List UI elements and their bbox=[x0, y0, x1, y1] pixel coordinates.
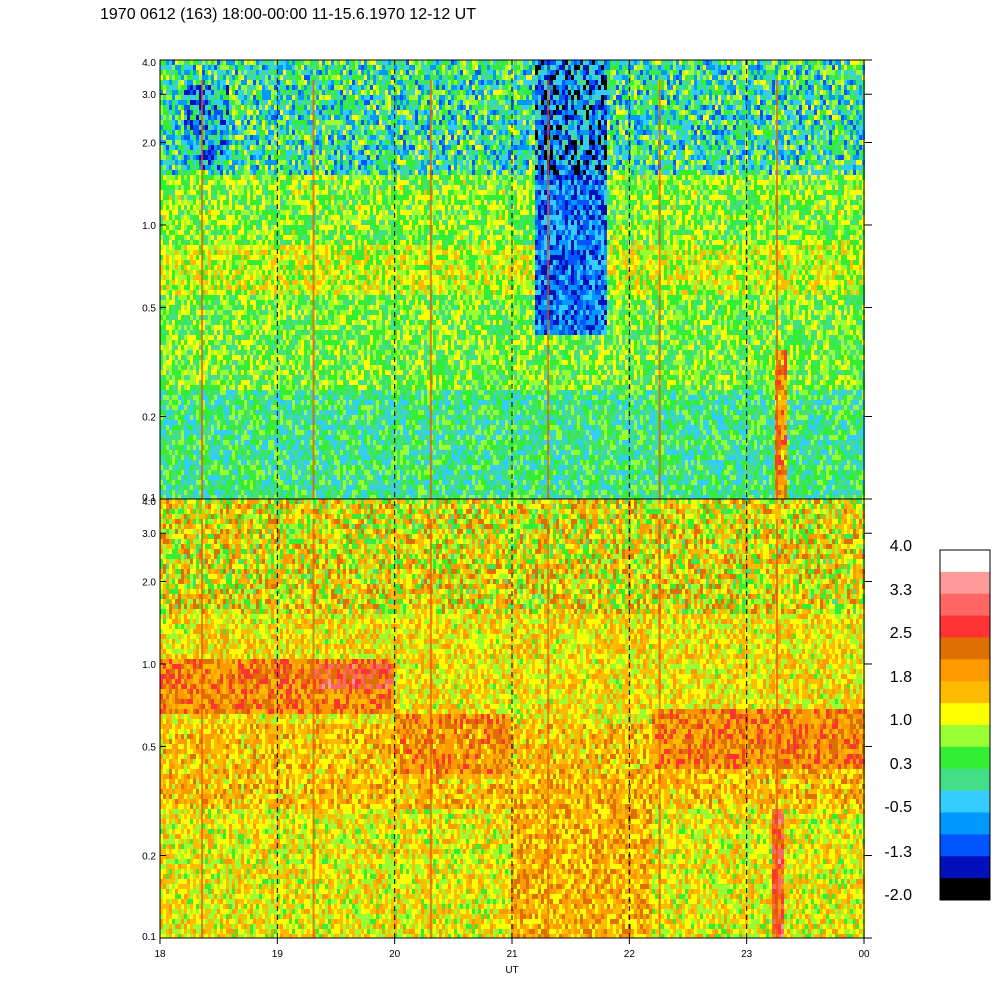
colorbar-label: 2.5 bbox=[890, 625, 912, 642]
colorbar-label: 4.0 bbox=[890, 538, 912, 555]
y-tick-label: 3.0 bbox=[142, 90, 156, 101]
colorbar-label: -0.5 bbox=[884, 799, 912, 816]
colorbar-swatch bbox=[940, 856, 990, 879]
spike-line bbox=[776, 519, 778, 938]
colorbar-frame bbox=[939, 549, 991, 901]
colorbar-swatch bbox=[940, 768, 990, 792]
y-tick-label: 0.5 bbox=[142, 742, 156, 753]
lower-panel bbox=[160, 499, 865, 938]
y-tick-label: 3.0 bbox=[142, 529, 156, 540]
colorbar-swatch bbox=[940, 703, 990, 726]
dashed-hour-lines bbox=[276, 60, 748, 938]
colorbar-swatch bbox=[940, 878, 990, 901]
y-tick-label: 4.0 bbox=[142, 58, 156, 69]
x-tick-label: 19 bbox=[272, 949, 284, 960]
spike-line bbox=[312, 80, 315, 499]
colorbar-swatch bbox=[940, 659, 990, 682]
colorbar-swatch bbox=[940, 725, 990, 748]
x-tick-label: 00 bbox=[858, 949, 870, 960]
y-tick-label: 1.0 bbox=[142, 221, 156, 232]
colorbar-swatch bbox=[940, 550, 990, 573]
x-tick-label: 18 bbox=[154, 949, 166, 960]
spike-line bbox=[201, 80, 204, 499]
spike-line bbox=[658, 519, 661, 938]
spike-line bbox=[547, 80, 550, 499]
spike-line bbox=[312, 519, 315, 938]
colorbar-swatch bbox=[940, 790, 990, 813]
colorbar-swatch bbox=[940, 637, 990, 660]
colorbar-label: 0.3 bbox=[890, 756, 912, 773]
spike-line bbox=[547, 519, 550, 938]
colorbar-swatch bbox=[940, 571, 990, 595]
colorbar-label: -1.3 bbox=[884, 844, 912, 861]
upper-panel bbox=[160, 60, 865, 499]
colorbar-swatch bbox=[940, 615, 990, 638]
colorbar-label: -2.0 bbox=[884, 887, 912, 904]
page-title: 1970 0612 (163) 18:00-00:00 11-15.6.1970… bbox=[100, 6, 476, 24]
spike-line bbox=[201, 519, 204, 938]
colorbar-label: 1.0 bbox=[890, 712, 912, 729]
x-tick-label: 23 bbox=[741, 949, 753, 960]
colorbar-swatch bbox=[940, 593, 990, 617]
x-axis-label: UT bbox=[505, 965, 518, 976]
colorbar-swatch bbox=[940, 681, 990, 704]
y-tick-label: 1.0 bbox=[142, 660, 156, 671]
spike-line bbox=[658, 80, 661, 499]
y-tick-label: 2.0 bbox=[142, 577, 156, 588]
y-tick-label: 0.2 bbox=[142, 852, 156, 863]
y-axis-ticks: 4.03.02.01.00.50.20.14.03.02.01.00.50.20… bbox=[142, 58, 872, 943]
colorbar-label: 1.8 bbox=[890, 669, 912, 686]
x-tick-label: 22 bbox=[624, 949, 636, 960]
colorbar-swatch bbox=[940, 834, 990, 857]
y-tick-label: 2.0 bbox=[142, 138, 156, 149]
colorbar-label: 3.3 bbox=[890, 582, 912, 599]
colorbar-swatch bbox=[940, 746, 990, 770]
spike-line bbox=[776, 80, 778, 499]
spike-line bbox=[429, 519, 432, 938]
colorbar-swatch bbox=[940, 812, 990, 835]
colorbar: 4.0 3.3 2.5 1.8 1.0 0.3 -0.5 -1.3 -2.0 bbox=[884, 538, 991, 904]
x-axis-ticks: 18 19 20 21 22 23 00 bbox=[154, 938, 870, 960]
spike-line bbox=[429, 80, 432, 499]
y-tick-label: 0.2 bbox=[142, 413, 156, 424]
y-tick-label: 0.1 bbox=[142, 932, 156, 943]
y-tick-label: 0.1 bbox=[142, 493, 156, 504]
y-tick-label: 4.0 bbox=[142, 497, 156, 508]
x-tick-label: 21 bbox=[506, 949, 518, 960]
y-tick-label: 0.5 bbox=[142, 303, 156, 314]
x-tick-label: 20 bbox=[389, 949, 401, 960]
